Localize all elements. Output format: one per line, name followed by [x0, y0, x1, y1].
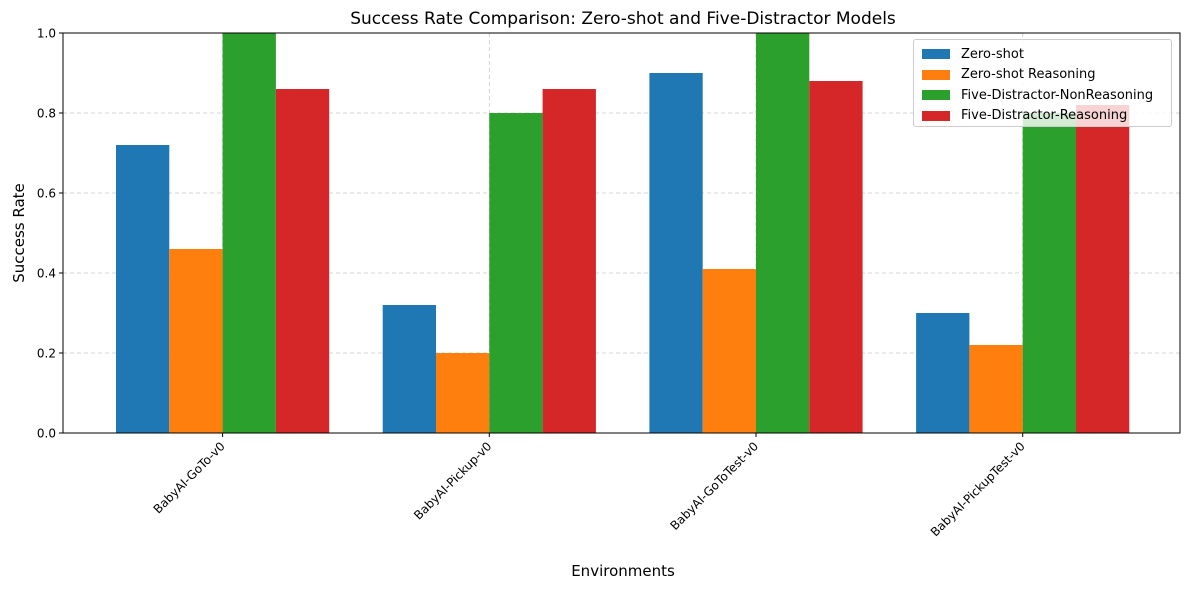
y-axis-label: Success Rate: [10, 183, 28, 283]
bar: [382, 305, 436, 433]
legend-item: Five-Distractor-Reasoning: [922, 106, 1163, 127]
bar: [275, 89, 330, 433]
legend-item: Zero-shot Reasoning: [922, 65, 1163, 86]
bar: [1076, 105, 1130, 433]
chart-title: Success Rate Comparison: Zero-shot and F…: [350, 9, 896, 29]
legend-label: Zero-shot Reasoning: [961, 67, 1096, 83]
y-tick-label: 0.6: [37, 187, 56, 201]
legend-swatch: [922, 110, 950, 121]
y-axis: 0.0 0.2 0.4 0.6 0.8 1.0: [37, 27, 63, 441]
x-tick-label: BabyAI-GoTo-v0: [151, 439, 228, 516]
bar: [702, 269, 756, 433]
x-tick-label: BabyAI-GoToTest-v0: [667, 439, 761, 533]
legend-item: Zero-shot: [922, 44, 1163, 65]
y-tick-label: 0.8: [37, 107, 56, 121]
bars: [116, 33, 1130, 433]
bar: [969, 345, 1023, 433]
y-tick-label: 1.0: [37, 27, 56, 41]
x-axis: BabyAI-GoTo-v0 BabyAI-Pickup-v0 BabyAI-GoT…: [151, 433, 1028, 539]
legend-swatch: [922, 90, 950, 101]
bar: [436, 353, 490, 433]
x-tick-label: BabyAI-Pickup-v0: [411, 439, 494, 522]
x-tick-label: BabyAI-PickupTest-v0: [928, 439, 1028, 539]
legend-swatch: [922, 49, 950, 60]
legend-label: Zero-shot: [961, 46, 1024, 62]
y-tick-label: 0.4: [37, 267, 56, 281]
bar: [809, 81, 863, 433]
legend-item: Five-Distractor-NonReasoning: [922, 85, 1163, 106]
legend-label: Five-Distractor-Reasoning: [961, 108, 1128, 124]
bar: [756, 33, 810, 433]
bar: [169, 249, 223, 433]
x-axis-label: Environments: [571, 562, 675, 580]
bar: [489, 113, 543, 433]
legend-label: Five-Distractor-NonReasoning: [961, 87, 1154, 103]
bar: [916, 313, 970, 433]
bar: [649, 73, 703, 433]
bar: [116, 145, 170, 433]
legend-swatch: [922, 69, 950, 80]
bar: [542, 89, 596, 433]
bar: [1022, 113, 1076, 433]
plot-frame: [62, 32, 1181, 434]
bar: [222, 33, 276, 433]
legend: Zero-shot Zero-shot Reasoning Five-Distrac…: [913, 39, 1172, 127]
y-tick-label: 0.0: [37, 427, 56, 441]
y-tick-label: 0.2: [37, 347, 56, 361]
